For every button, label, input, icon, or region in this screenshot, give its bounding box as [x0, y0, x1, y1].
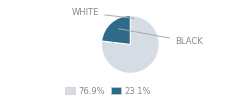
Text: BLACK: BLACK — [119, 29, 203, 46]
Wedge shape — [102, 16, 130, 44]
Legend: 76.9%, 23.1%: 76.9%, 23.1% — [61, 83, 155, 99]
Text: WHITE: WHITE — [72, 8, 134, 18]
Wedge shape — [102, 16, 159, 73]
